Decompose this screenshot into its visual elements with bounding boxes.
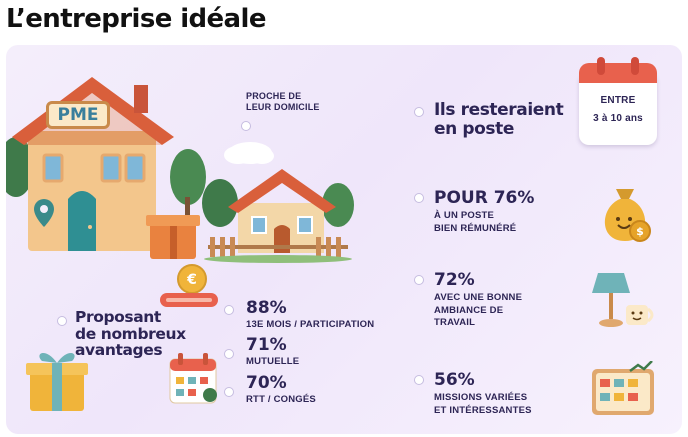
lamp-mug-icon [592, 273, 654, 327]
gift-box-icon [26, 352, 88, 411]
stat-ambiance-pct: 72% [434, 270, 475, 290]
money-bag-icon: $ [604, 189, 651, 242]
avantage-dot [224, 305, 234, 315]
home-house-illustration [202, 142, 354, 263]
planner-board-icon [592, 361, 654, 415]
stat-missions-pct: 56% [434, 370, 475, 390]
svg-text:€: € [186, 272, 197, 288]
stat-ambiance-caption: AVEC UNE BONNE AMBIANCE DE TRAVAIL [434, 292, 523, 328]
infographic-panel: PME PROCHE DE LEUR DOMICILE Ils resterai… [6, 45, 682, 434]
avantages-dot [57, 316, 67, 326]
small-calendar-icon [169, 353, 217, 404]
tree-icon [6, 137, 34, 197]
avantage-rtt-pct: 70% [246, 373, 287, 393]
page-title: L’entreprise idéale [6, 4, 266, 34]
avantage-mutuelle-pct: 71% [246, 335, 287, 355]
stat-dot [414, 275, 424, 285]
pme-sign: PME [46, 101, 110, 129]
avantage-13e-caption: 13E MOIS / PARTICIPATION [246, 319, 375, 330]
stat-remunere-caption: À UN POSTE BIEN RÉMUNÉRÉ [434, 210, 517, 234]
stat-dot [414, 375, 424, 385]
stat-dot [414, 193, 424, 203]
avantages-heading: Proposant de nombreux avantages [75, 308, 186, 359]
calendar-line2: 3 à 10 ans [593, 113, 643, 124]
coin-badge-icon: € [160, 264, 218, 307]
calendar-line1: ENTRE [600, 95, 636, 106]
avantage-dot [224, 387, 234, 397]
stat-remunere-pct: POUR 76% [434, 188, 535, 208]
avantage-dot [224, 349, 234, 359]
avantage-rtt-caption: RTT / CONGÉS [246, 394, 316, 405]
resteraient-dot [414, 107, 424, 117]
avantage-mutuelle-caption: MUTUELLE [246, 356, 300, 367]
proche-dot [241, 121, 251, 131]
stat-missions-caption: MISSIONS VARIÉES ET INTÉRESSANTES [434, 392, 532, 416]
proche-label: PROCHE DE LEUR DOMICILE [246, 91, 320, 112]
calendar-icon: ENTRE 3 à 10 ans [579, 57, 657, 145]
pme-house-illustration [6, 77, 206, 259]
svg-text:$: $ [636, 225, 644, 238]
resteraient-heading: Ils resteraient en poste [434, 100, 564, 139]
avantage-13e-pct: 88% [246, 298, 287, 318]
